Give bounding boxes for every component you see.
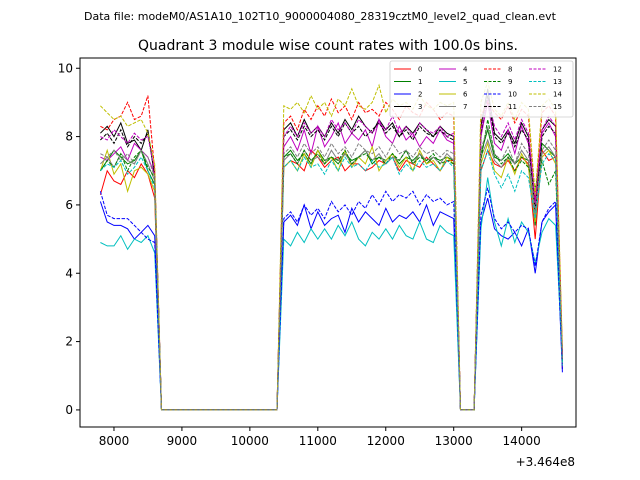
- x-axis: 8000 9000 10000 11000 12000 13000 14000: [99, 427, 541, 448]
- legend-label-15: 15: [553, 103, 562, 111]
- axes-border: [79, 57, 577, 428]
- x-tick-label: 12000: [367, 434, 405, 448]
- legend-label-7: 7: [463, 103, 467, 111]
- x-tick-label: 9000: [167, 434, 198, 448]
- x-offset-label: +3.464e8: [516, 455, 575, 469]
- legend-label-8: 8: [508, 66, 512, 74]
- legend-label-3: 3: [418, 103, 422, 111]
- series-line-9: [99, 119, 563, 411]
- legend-label-6: 6: [463, 91, 468, 99]
- legend-label-11: 11: [508, 103, 517, 111]
- legend-label-0: 0: [418, 66, 422, 74]
- legend-label-5: 5: [463, 78, 467, 86]
- legend-label-9: 9: [508, 78, 512, 86]
- legend-label-1: 1: [418, 78, 422, 86]
- legend-label-12: 12: [553, 66, 562, 74]
- y-tick-label: 2: [65, 335, 73, 349]
- x-tick-label: 10000: [231, 434, 269, 448]
- plot-area: [79, 57, 577, 428]
- y-tick-label: 0: [65, 403, 73, 417]
- x-tick-label: 13000: [435, 434, 473, 448]
- legend-label-13: 13: [553, 78, 562, 86]
- x-tick-label: 11000: [299, 434, 337, 448]
- legend-label-14: 14: [553, 91, 562, 99]
- x-tick-label: 8000: [99, 434, 130, 448]
- legend-label-10: 10: [508, 91, 517, 99]
- chart-title: Quadrant 3 module wise count rates with …: [138, 38, 518, 54]
- x-tick-label: 14000: [503, 434, 541, 448]
- y-tick-label: 6: [65, 198, 73, 212]
- plot-frame: [80, 58, 576, 427]
- legend-label-2: 2: [418, 91, 422, 99]
- y-tick-label: 10: [58, 61, 73, 75]
- legend-label-4: 4: [463, 66, 468, 74]
- series-line-15: [100, 124, 563, 411]
- y-tick-label: 4: [65, 266, 73, 280]
- y-tick-label: 8: [65, 130, 73, 144]
- legend-box: [389, 60, 574, 118]
- suptitle: Data file: modeM0/AS1A10_102T10_90000040…: [84, 10, 557, 23]
- y-axis: 0 2 4 6 8 10: [58, 61, 80, 417]
